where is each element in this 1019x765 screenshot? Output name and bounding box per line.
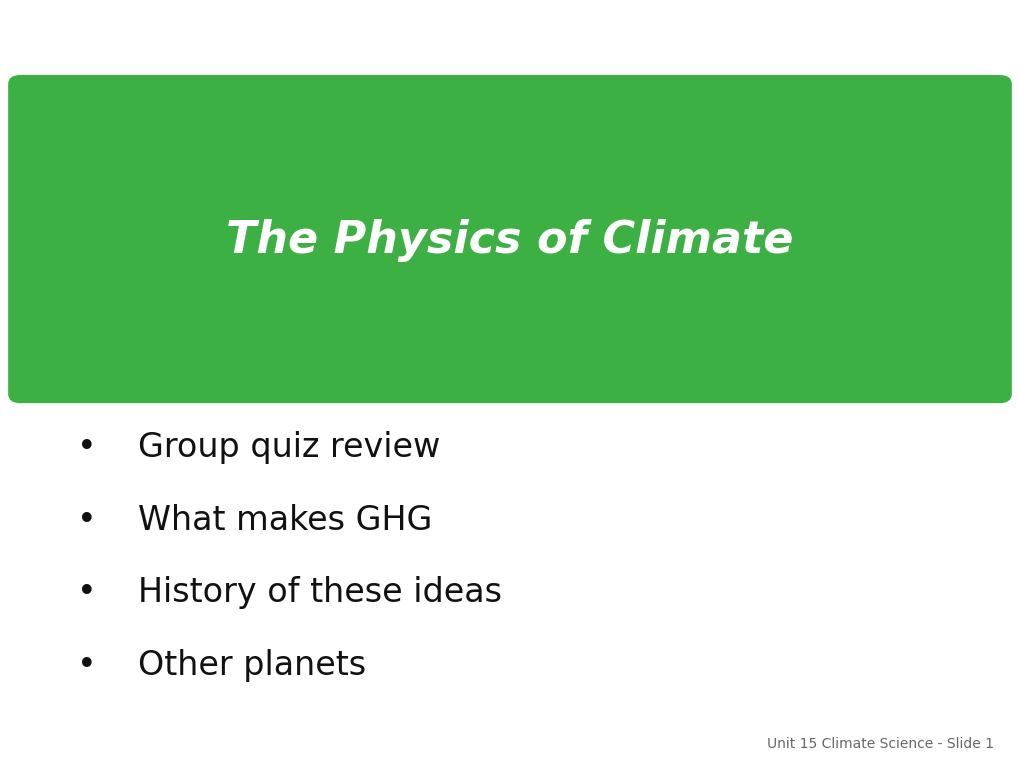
Text: •: • — [76, 503, 97, 537]
FancyBboxPatch shape — [8, 75, 1011, 403]
Text: What makes GHG: What makes GHG — [138, 503, 432, 537]
Text: Other planets: Other planets — [138, 649, 366, 682]
Text: Unit 15 Climate Science - Slide 1: Unit 15 Climate Science - Slide 1 — [766, 737, 994, 751]
Text: History of these ideas: History of these ideas — [138, 576, 501, 610]
Text: Group quiz review: Group quiz review — [138, 431, 439, 464]
Text: •: • — [76, 576, 97, 610]
Text: •: • — [76, 431, 97, 464]
Text: •: • — [76, 649, 97, 682]
Text: The Physics of Climate: The Physics of Climate — [226, 220, 793, 262]
